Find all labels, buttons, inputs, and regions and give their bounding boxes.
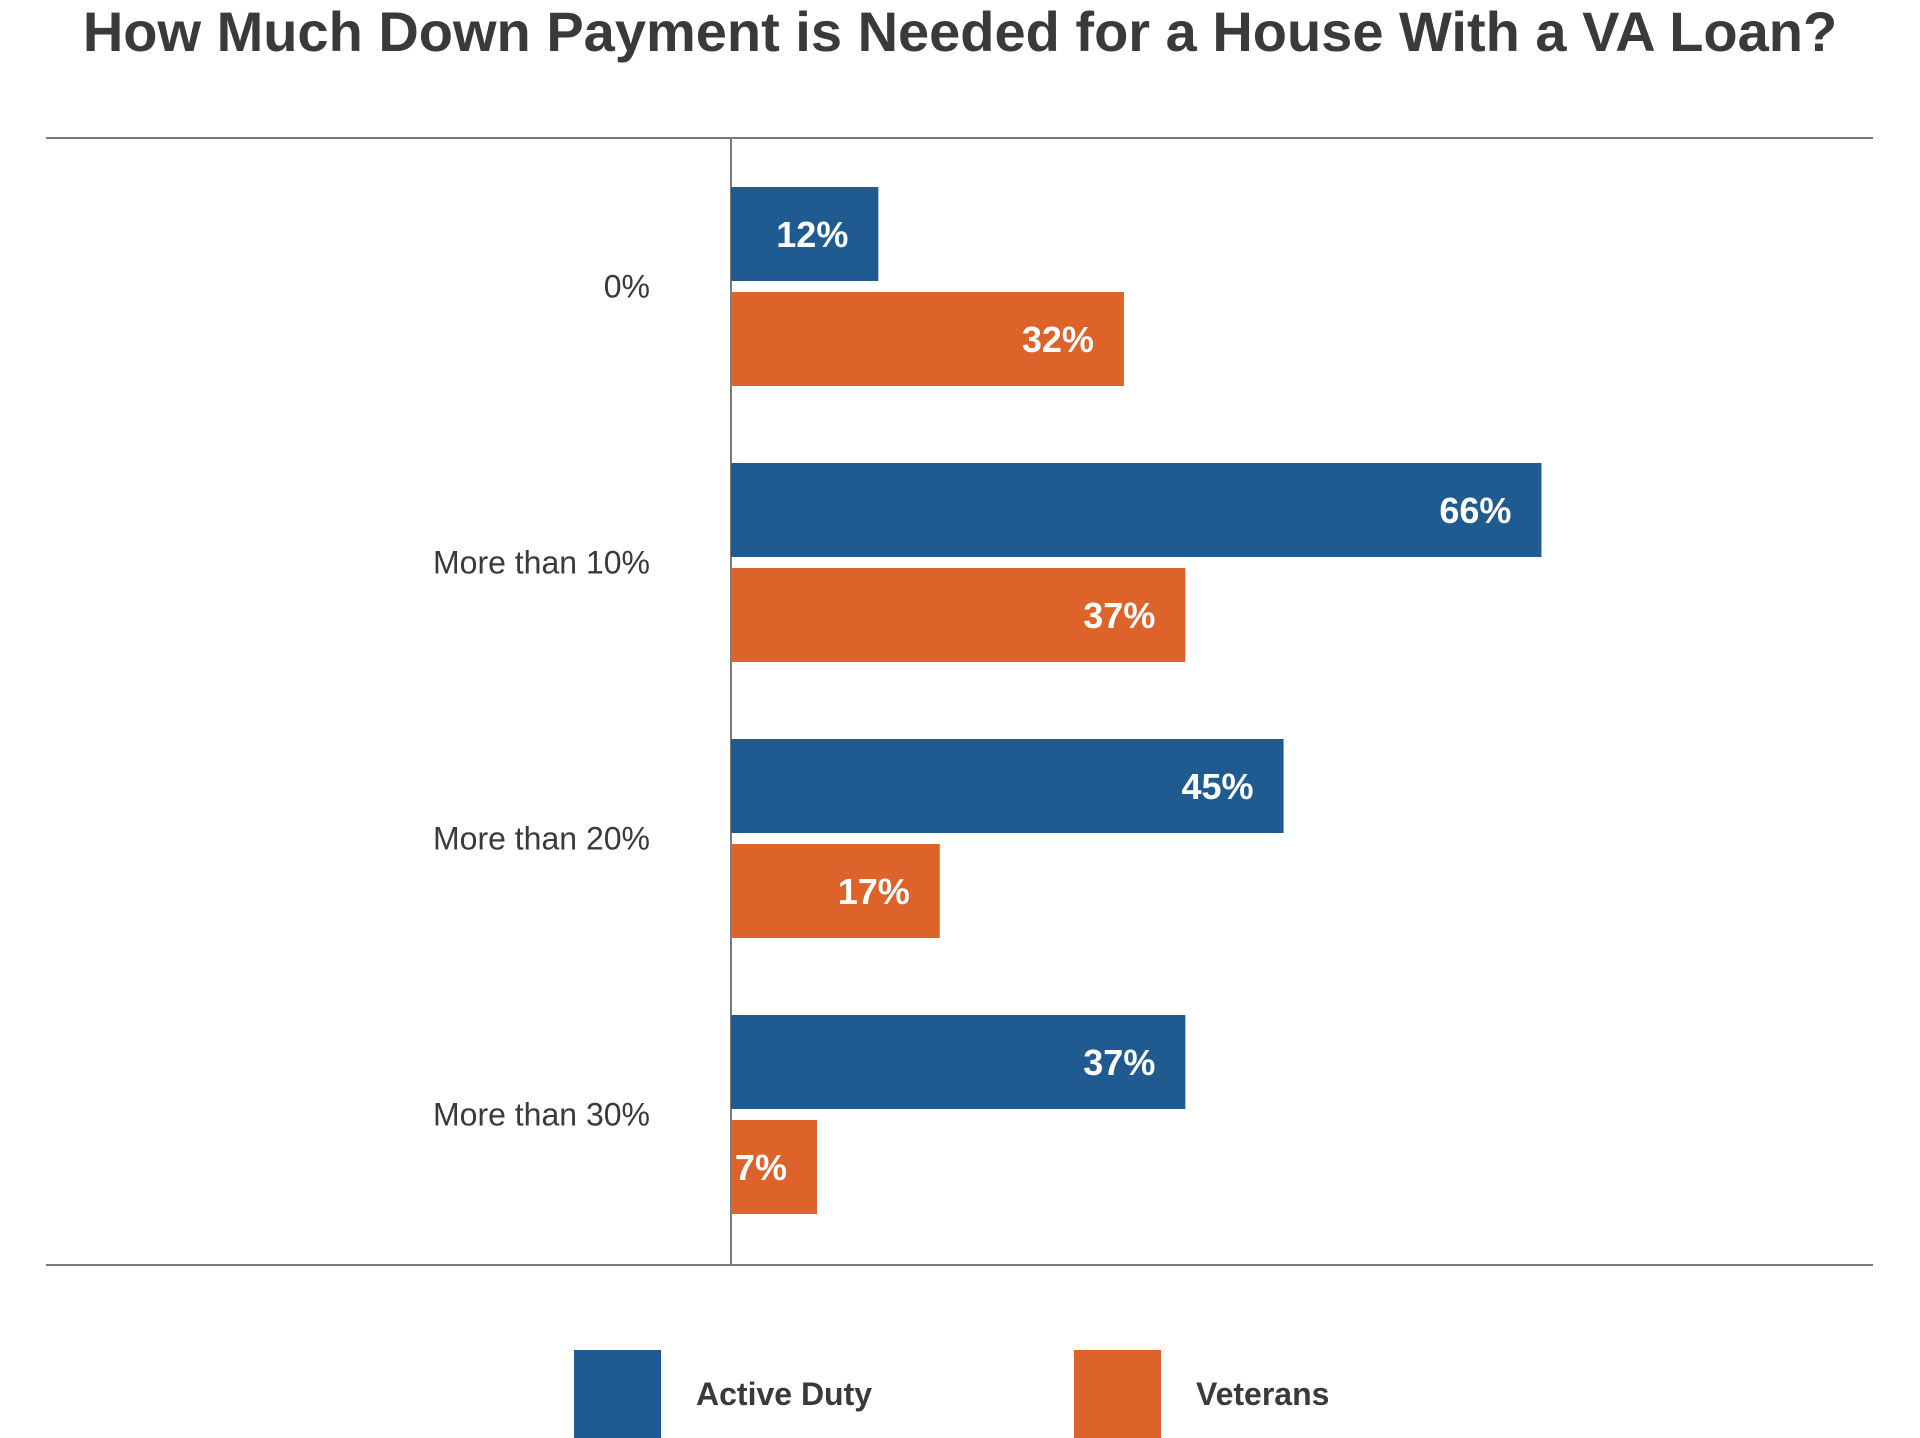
data-label: 17%	[838, 871, 910, 912]
category-label: More than 30%	[433, 1097, 650, 1133]
chart-title: How Much Down Payment is Needed for a Ho…	[82, 0, 1838, 63]
category-label: More than 10%	[433, 545, 650, 581]
category-label: 0%	[604, 269, 650, 305]
data-label: 37%	[1083, 595, 1155, 636]
bar-veterans	[731, 292, 1124, 386]
bar-active-duty	[731, 1015, 1186, 1109]
data-label: 7%	[735, 1147, 787, 1188]
data-label: 37%	[1083, 1042, 1155, 1083]
category-label: More than 20%	[433, 821, 650, 857]
bar-active-duty	[731, 463, 1542, 557]
data-label: 45%	[1182, 766, 1254, 807]
legend: Active Duty Veterans	[574, 1350, 1329, 1438]
legend-swatch-veterans	[1074, 1350, 1161, 1438]
data-label: 12%	[776, 214, 848, 255]
data-label: 66%	[1439, 490, 1511, 531]
legend-label: Veterans	[1196, 1376, 1329, 1412]
bars-layer: 0% 12% 32% More than 10% 66% 37% More than 20%…	[433, 187, 1542, 1214]
bar-veterans	[731, 568, 1186, 662]
legend-swatch-active-duty	[574, 1350, 661, 1438]
bar-veterans	[731, 844, 940, 938]
data-label: 32%	[1022, 319, 1094, 360]
bar-active-duty	[731, 187, 879, 281]
bar-active-duty	[731, 739, 1284, 833]
bar-veterans	[731, 1120, 817, 1214]
legend-label: Active Duty	[696, 1376, 872, 1412]
